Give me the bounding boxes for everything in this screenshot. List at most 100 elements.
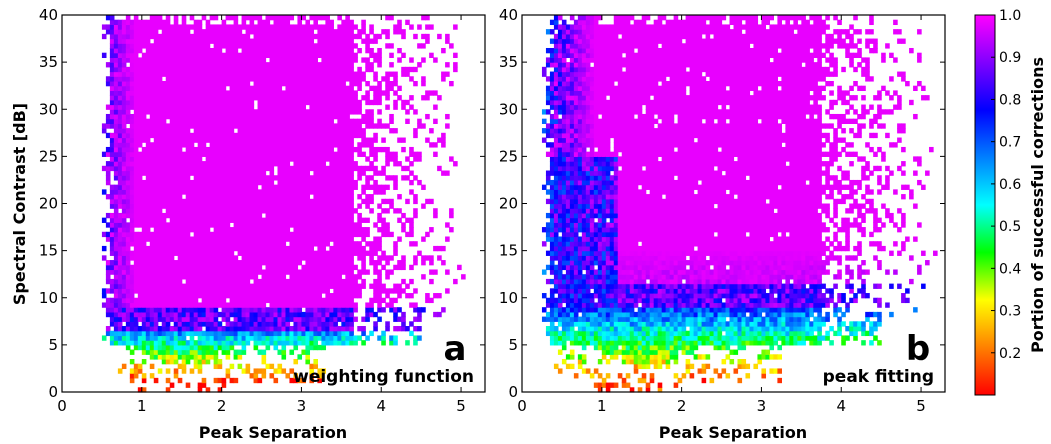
heatmap-cell [321, 326, 326, 332]
heatmap-cell [129, 297, 135, 304]
heatmap-cell [397, 161, 402, 167]
heatmap-cell [165, 80, 171, 87]
heatmap-cell [249, 156, 255, 162]
heatmap-cell [225, 156, 231, 162]
heatmap-cell [169, 38, 175, 44]
heatmap-cell [349, 227, 354, 233]
heatmap-cell [213, 43, 219, 49]
heatmap-cell [229, 80, 235, 87]
heatmap-cell [373, 137, 378, 143]
heatmap-cell [225, 222, 231, 228]
heatmap-cell [237, 307, 243, 313]
heatmap-cell [273, 316, 279, 322]
heatmap-cell [341, 203, 346, 209]
heatmap-cell [225, 288, 231, 294]
heatmap-cell [297, 76, 303, 82]
heatmap-cell [137, 80, 143, 87]
heatmap-cell [177, 198, 183, 205]
heatmap-cell [237, 118, 243, 124]
heatmap-cell [309, 208, 315, 214]
heatmap-cell [245, 99, 251, 106]
heatmap-cell [325, 47, 330, 54]
heatmap-cell [273, 241, 279, 247]
heatmap-cell [305, 198, 311, 205]
heatmap-cell [305, 179, 311, 186]
heatmap-cell [157, 208, 163, 214]
heatmap-cell [289, 71, 295, 77]
heatmap-cell [297, 194, 303, 200]
heatmap-cell [273, 269, 279, 275]
heatmap-cell [189, 335, 195, 341]
heatmap-cell [253, 368, 259, 374]
heatmap-cell [117, 19, 123, 26]
heatmap-cell [241, 250, 247, 256]
heatmap-cell [333, 76, 338, 82]
heatmap-cell [329, 99, 334, 106]
heatmap-cell [365, 123, 370, 129]
heatmap-cell [337, 118, 342, 124]
heatmap-cell [165, 15, 171, 21]
heatmap-cell [241, 236, 247, 242]
heatmap-cell [361, 71, 366, 77]
heatmap-cell [229, 241, 235, 247]
heatmap-cell [269, 161, 275, 167]
heatmap-cell [277, 208, 283, 214]
heatmap-cell [325, 189, 330, 195]
heatmap-cell [273, 95, 279, 101]
heatmap-cell [253, 90, 259, 96]
heatmap-cell [209, 194, 215, 200]
heatmap-cell [149, 165, 155, 172]
heatmap-cell [173, 123, 179, 129]
heatmap-cell [141, 38, 147, 44]
heatmap-cell [309, 316, 315, 322]
heatmap-cell [261, 113, 267, 120]
heatmap-cell [377, 274, 382, 280]
heatmap-cell [353, 227, 358, 233]
heatmap-cell [277, 156, 283, 162]
heatmap-cell [141, 66, 147, 73]
heatmap-cell [141, 194, 147, 200]
heatmap-cell [413, 198, 418, 205]
heatmap-cell [397, 236, 402, 242]
heatmap-cell [309, 340, 315, 346]
heatmap-cell [305, 302, 311, 308]
heatmap-cell [109, 231, 115, 238]
heatmap-cell [281, 175, 287, 181]
heatmap-cell [209, 264, 215, 271]
heatmap-cell [141, 340, 147, 346]
heatmap-cell [221, 326, 227, 332]
heatmap-cell [173, 302, 179, 308]
heatmap-cell [309, 104, 315, 110]
heatmap-cell [253, 297, 259, 304]
heatmap-cell [145, 165, 151, 172]
heatmap-cell [217, 66, 223, 73]
heatmap-cell [109, 15, 115, 21]
heatmap-cell [257, 203, 263, 209]
heatmap-cell [213, 260, 219, 266]
heatmap-cell [205, 255, 211, 261]
heatmap-cell [313, 80, 318, 87]
heatmap-cell [321, 368, 326, 374]
heatmap-cell [181, 123, 187, 129]
heatmap-cell [129, 128, 135, 134]
heatmap-cell [329, 71, 334, 77]
heatmap-cell [317, 231, 322, 238]
heatmap-cell [309, 175, 315, 181]
heatmap-cell [173, 62, 179, 68]
heatmap-cell [257, 368, 263, 374]
heatmap-cell [269, 179, 275, 186]
heatmap-cell [249, 217, 255, 223]
heatmap-cell [385, 269, 390, 275]
heatmap-cell [193, 104, 199, 110]
heatmap-cell [257, 278, 263, 285]
heatmap-cell [169, 227, 175, 233]
heatmap-cell [265, 66, 271, 73]
heatmap-cell [365, 109, 370, 115]
heatmap-cell [305, 194, 311, 200]
heatmap-cell [297, 38, 303, 44]
heatmap-cell [129, 194, 135, 200]
heatmap-cell [193, 222, 199, 228]
heatmap-cell [105, 151, 111, 157]
heatmap-cell [341, 132, 346, 139]
heatmap-cell [181, 283, 187, 289]
